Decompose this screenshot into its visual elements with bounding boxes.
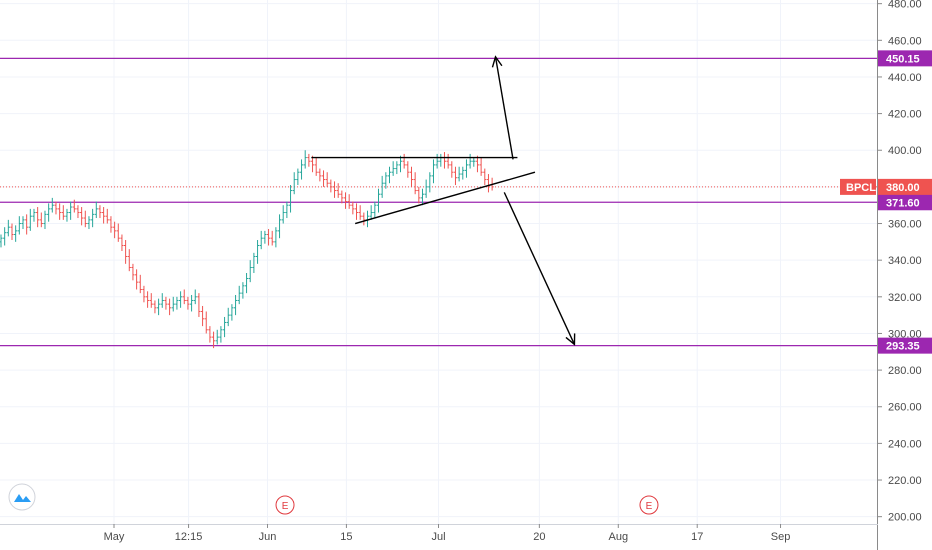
candles — [0, 150, 494, 349]
y-tick-label: 200.00 — [888, 512, 922, 524]
y-tick-label: 360.00 — [888, 219, 922, 231]
symbol-tag — [840, 178, 876, 195]
y-tick-label: 220.00 — [888, 475, 922, 487]
y-tick-label: 280.00 — [888, 365, 922, 377]
y-tick-label: 400.00 — [888, 145, 922, 157]
trend-line — [354, 171, 536, 225]
level-price-tag-label: 293.35 — [886, 341, 920, 353]
last-price-tag-label: 380.00 — [886, 182, 920, 194]
x-tick-label: May — [104, 531, 125, 543]
x-tick-label: 15 — [340, 531, 352, 543]
arrow-head — [565, 333, 576, 346]
y-tick-label: 440.00 — [888, 72, 922, 84]
y-tick-label: 260.00 — [888, 402, 922, 414]
y-tick-label: 240.00 — [888, 438, 922, 450]
x-tick-label: 17 — [691, 531, 703, 543]
y-tick-label: 340.00 — [888, 255, 922, 267]
arrow-head — [491, 55, 503, 68]
x-tick-label: Jun — [259, 531, 277, 543]
last-price-tag — [878, 178, 932, 195]
y-tick-label: 420.00 — [888, 109, 922, 121]
earnings-marker-label: E — [282, 501, 289, 512]
level-price-tag-label: 371.60 — [886, 197, 920, 209]
y-tick-label: 460.00 — [888, 35, 922, 47]
symbol-tag-label: BPCL — [846, 182, 876, 194]
level-price-tag-label: 450.15 — [886, 53, 920, 65]
trendlines — [311, 55, 576, 346]
level-price-tag — [878, 194, 932, 211]
x-tick-label: Jul — [431, 531, 445, 543]
earnings-marker — [639, 495, 659, 515]
logo-icon[interactable] — [8, 483, 36, 511]
price-axis: 480.00 460.00 440.00 420.00 400.00 380.00 360.… — [877, 0, 922, 550]
earnings-marker-label: E — [646, 501, 653, 512]
time-axis: May 12:15 Jun 15 Jul 20 Aug 17 Sep — [0, 524, 878, 543]
y-tick-label: 480.00 — [888, 0, 922, 11]
earnings-marker — [275, 495, 295, 515]
price-tags: 450.15 371.60 293.35 BPCL 380.00 — [840, 50, 932, 354]
x-tick-label: 12:15 — [175, 531, 203, 543]
horizontal-levels — [0, 57, 877, 347]
y-tick-label: 320.00 — [888, 292, 922, 304]
y-tick-label: 300.00 — [888, 328, 922, 340]
x-tick-label: Aug — [608, 531, 628, 543]
arrow-line — [503, 192, 576, 345]
arrow-line — [494, 56, 514, 160]
level-price-tag — [878, 50, 932, 67]
x-tick-label: Sep — [771, 531, 791, 543]
level-price-tag — [878, 337, 932, 354]
x-tick-label: 20 — [533, 531, 545, 543]
